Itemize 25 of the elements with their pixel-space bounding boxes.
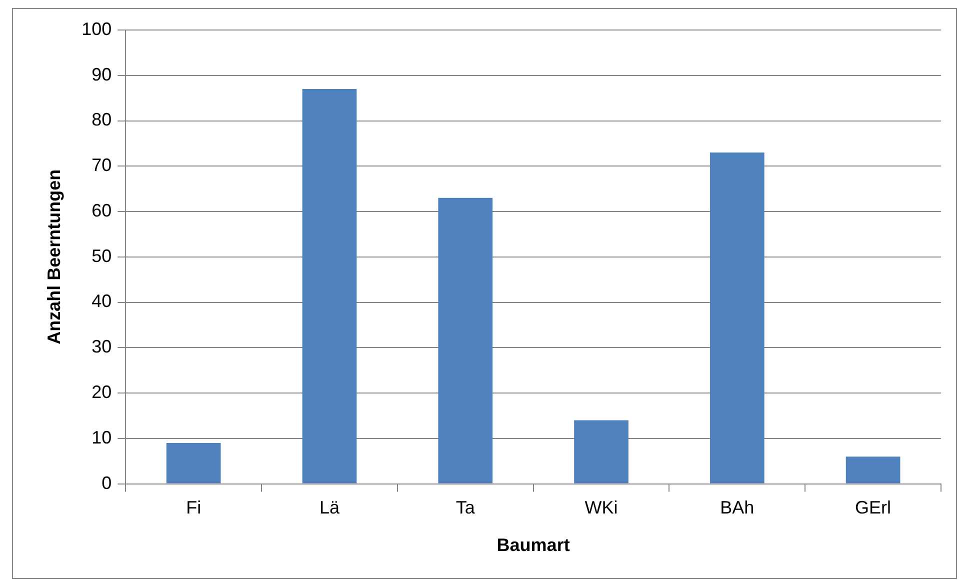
y-tick-label: 70: [92, 155, 112, 176]
y-tick-label: 0: [102, 472, 112, 493]
x-tick-label: Fi: [186, 498, 202, 518]
x-axis-title: Baumart: [496, 535, 570, 556]
y-axis-title: Anzahl Beerntungen: [44, 169, 64, 344]
bar: [166, 442, 221, 484]
y-tick-label: 90: [92, 64, 112, 84]
y-tick-label: 30: [92, 336, 112, 357]
bar: [438, 198, 493, 484]
y-tick-label: 20: [92, 382, 112, 402]
y-tick-label: 100: [82, 18, 112, 39]
x-tick-label: GErl: [855, 498, 892, 518]
y-tick-label: 10: [92, 427, 112, 448]
bar: [574, 420, 628, 484]
bar: [302, 88, 357, 484]
y-tick-label: 40: [92, 291, 112, 312]
bar: [846, 456, 900, 484]
x-tick-label: BAh: [720, 498, 754, 518]
bar: [710, 152, 764, 484]
y-tick-label: 60: [92, 200, 112, 220]
y-tick-label: 50: [92, 246, 112, 266]
x-tick-label: Lä: [319, 498, 340, 518]
x-tick-label: Ta: [456, 498, 476, 518]
x-tick-label: WKi: [584, 498, 618, 518]
y-tick-label: 80: [92, 110, 112, 130]
